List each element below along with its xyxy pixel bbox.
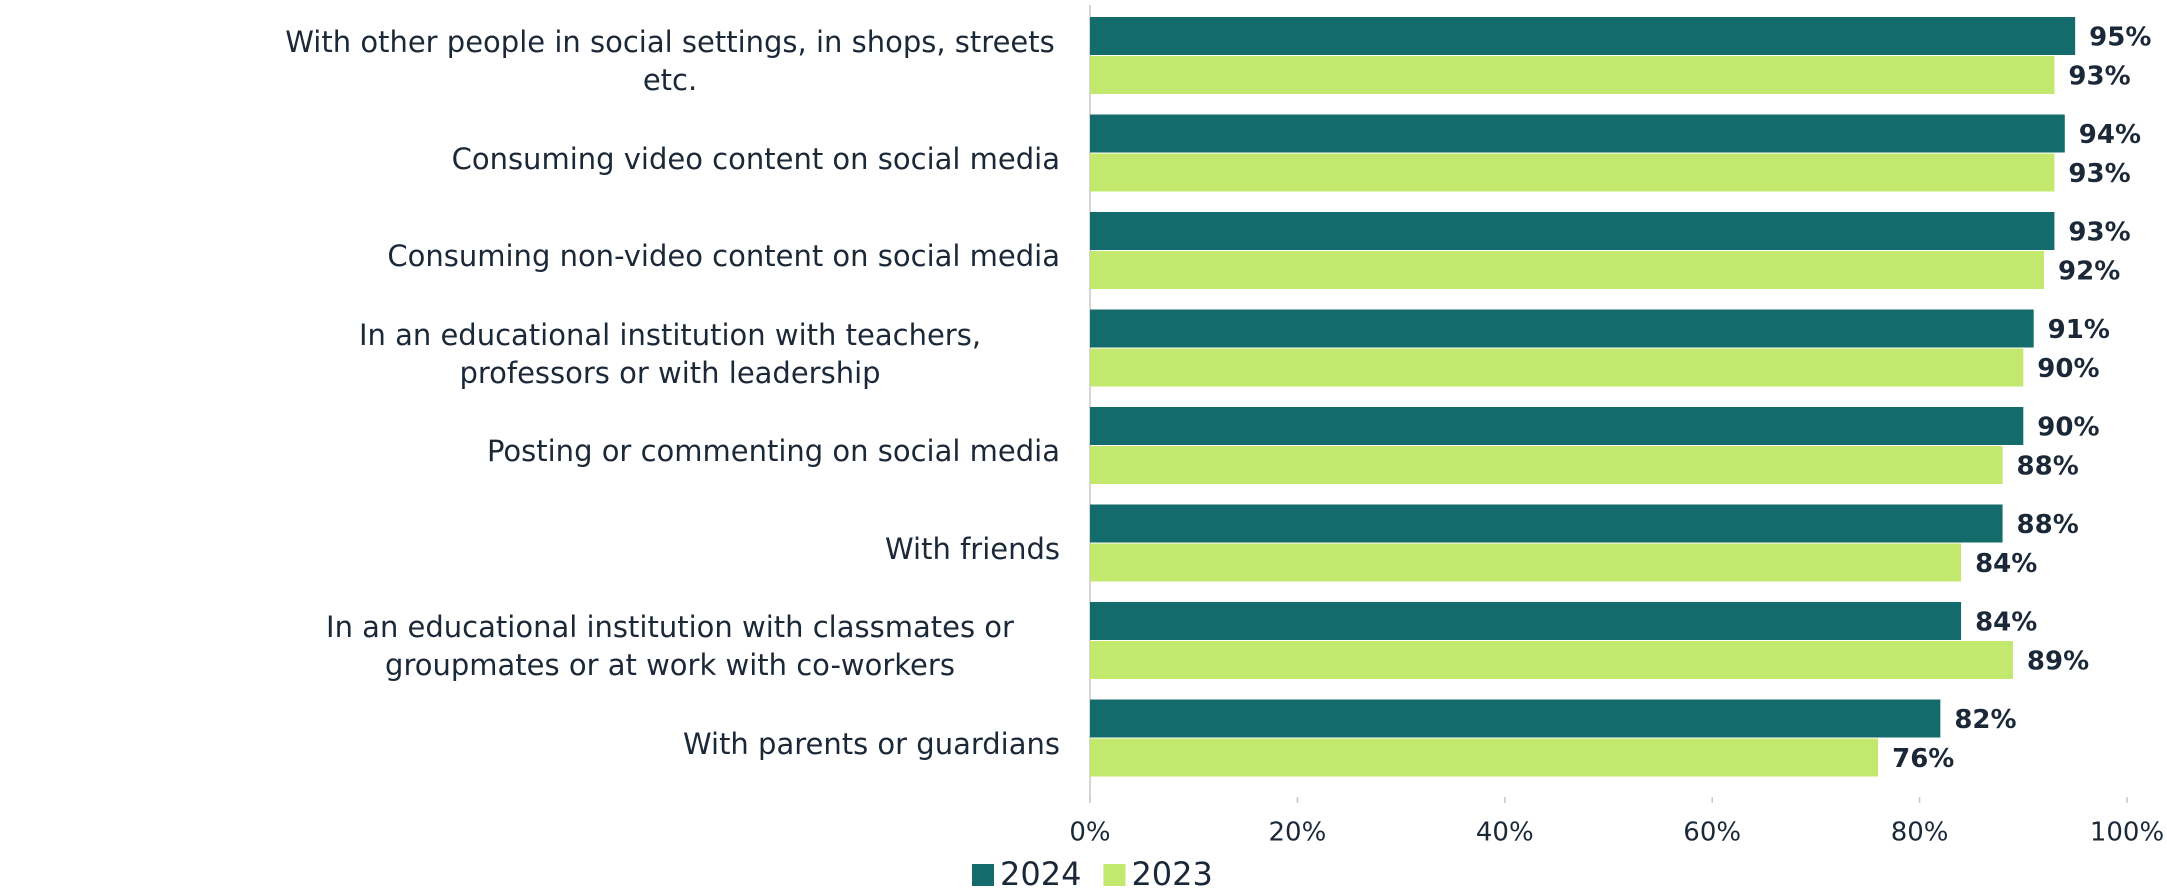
- bar: [1090, 738, 1879, 777]
- bar: [1090, 602, 1962, 640]
- category-label-box: With other people in social settings, in…: [280, 16, 1060, 106]
- category-label: With other people in social settings, in…: [285, 25, 1055, 97]
- data-label: 94%: [2079, 120, 2141, 150]
- bar: [1090, 17, 2076, 55]
- data-label: 93%: [2068, 159, 2130, 189]
- data-label: 90%: [2037, 413, 2099, 443]
- category-label-box: In an educational institution with teach…: [280, 309, 1060, 399]
- x-tick-label: 80%: [1891, 818, 1949, 848]
- legend-label: 2024: [1000, 855, 1081, 889]
- bar: [1090, 56, 2055, 94]
- x-tick-label: 60%: [1683, 818, 1741, 848]
- category-label: Consuming non-video content on social me…: [387, 239, 1060, 273]
- data-label: 84%: [1975, 608, 2037, 638]
- category-label: In an educational institution with teach…: [358, 317, 982, 390]
- bar: [1090, 446, 2003, 484]
- bar: [1090, 212, 2055, 250]
- bar: [1090, 348, 2024, 387]
- category-label-box: Consuming video content on social media: [280, 114, 1060, 204]
- data-label: 93%: [2068, 62, 2130, 92]
- bar: [1090, 699, 1941, 738]
- bar: [1090, 251, 2045, 289]
- category-label: With parents or guardians: [682, 726, 1060, 761]
- data-label: 82%: [1954, 705, 2016, 735]
- x-tick-label: 40%: [1476, 818, 1534, 848]
- bar: [1090, 641, 2013, 679]
- data-label: 91%: [2048, 315, 2110, 345]
- x-tick-label: 0%: [1069, 818, 1110, 848]
- data-label: 88%: [2017, 452, 2079, 482]
- data-label: 90%: [2037, 354, 2099, 384]
- category-label: In an educational institution with class…: [326, 610, 1014, 682]
- x-tick-label: 100%: [2090, 818, 2164, 848]
- category-label-box: Posting or commenting on social media: [280, 406, 1060, 496]
- legend-swatch: [972, 864, 994, 886]
- bar: [1090, 504, 2003, 543]
- data-label: 88%: [2017, 510, 2079, 540]
- data-label: 92%: [2058, 257, 2120, 287]
- category-label-box: In an educational institution with class…: [280, 601, 1060, 691]
- data-label: 76%: [1892, 744, 1954, 774]
- bar: [1090, 153, 2055, 192]
- data-label: 95%: [2089, 23, 2151, 53]
- category-label-box: Consuming non-video content on social me…: [280, 211, 1060, 301]
- legend-label: 2023: [1131, 855, 1212, 889]
- bar: [1090, 114, 2065, 153]
- x-tick-label: 20%: [1269, 818, 1327, 848]
- category-label-box: With parents or guardians: [280, 699, 1060, 789]
- category-label-box: With friends: [280, 504, 1060, 594]
- legend-swatch: [1103, 864, 1126, 886]
- data-label: 93%: [2068, 218, 2130, 248]
- data-label: 89%: [2027, 647, 2089, 677]
- bar: [1090, 407, 2024, 445]
- category-label: Posting or commenting on social media: [486, 434, 1060, 468]
- data-label: 84%: [1975, 549, 2037, 579]
- bar: [1090, 543, 1962, 582]
- bar: [1090, 309, 2034, 348]
- category-label: Consuming video content on social media: [451, 141, 1060, 176]
- category-label: With friends: [885, 531, 1060, 566]
